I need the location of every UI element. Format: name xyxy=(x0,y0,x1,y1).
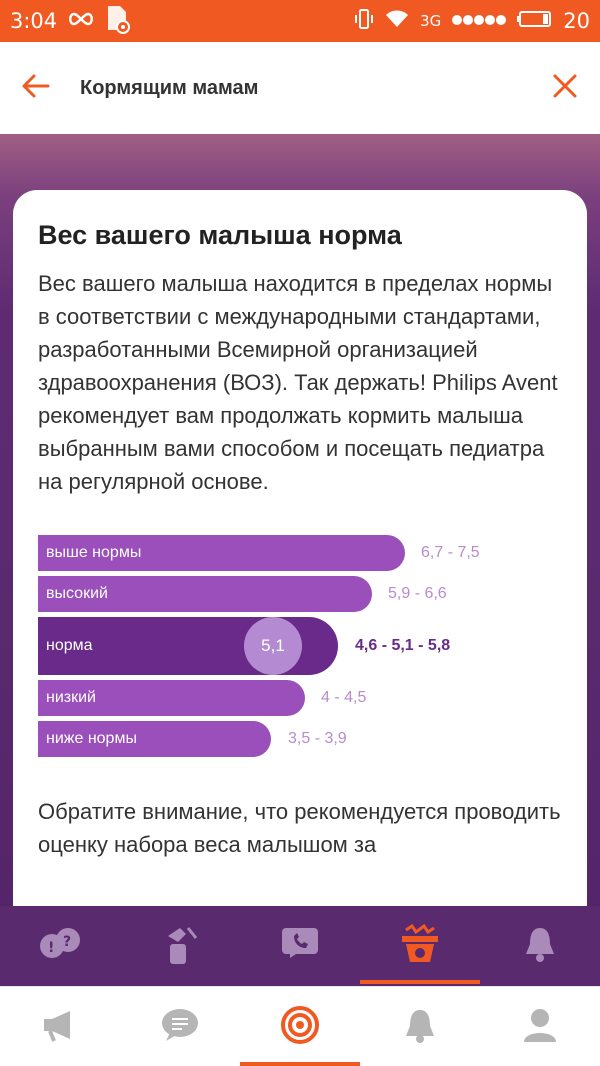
scale-bar: высокий xyxy=(38,576,372,612)
status-time: 3:04 xyxy=(10,9,58,33)
tab-weight[interactable] xyxy=(360,906,480,986)
weight-scale: выше нормы 6,7 - 7,5 высокий 5,9 - 6,6 н… xyxy=(38,535,562,757)
app-bar: Кормящим мамам xyxy=(0,42,600,134)
card-note-text: Обратите внимание, что рекомендуется про… xyxy=(38,799,561,857)
scale-bar-label: низкий xyxy=(46,689,96,706)
scale-bar-label: ниже нормы xyxy=(46,730,137,747)
profile-icon xyxy=(522,1006,558,1048)
scale-row-above-normal: выше нормы 6,7 - 7,5 xyxy=(38,535,562,571)
tab-support[interactable] xyxy=(240,906,360,986)
megaphone-icon xyxy=(40,1007,80,1047)
signal-icon xyxy=(451,12,507,30)
call-support-icon xyxy=(278,924,322,968)
nav-chat[interactable] xyxy=(120,987,240,1066)
scale-range: 3,5 - 3,9 xyxy=(288,730,347,747)
scale-bar-label: выше нормы xyxy=(46,544,142,561)
scale-range: 4 - 4,5 xyxy=(321,689,367,706)
close-icon[interactable] xyxy=(552,73,578,103)
nav-news[interactable] xyxy=(0,987,120,1066)
weight-scale-icon xyxy=(398,923,442,968)
scale-range: 5,9 - 6,6 xyxy=(388,585,447,602)
scale-bar: выше нормы xyxy=(38,535,405,571)
tab-faq[interactable]: !? xyxy=(0,906,120,986)
sim-settings-icon xyxy=(105,4,131,38)
scale-bar: низкий xyxy=(38,680,305,716)
notification-bell-icon xyxy=(403,1006,437,1048)
scale-range: 6,7 - 7,5 xyxy=(421,544,480,561)
battery-icon xyxy=(517,10,553,32)
status-bar: 3:04 3G 20 xyxy=(0,0,600,42)
scale-row-below-normal: ниже нормы 3,5 - 3,9 xyxy=(38,721,562,757)
bottom-nav xyxy=(0,986,600,1066)
scale-row-high: высокий 5,9 - 6,6 xyxy=(38,576,562,612)
tab-pump[interactable] xyxy=(120,906,240,986)
nav-profile[interactable] xyxy=(480,987,600,1066)
scale-row-normal: норма 5,1 4,6 - 5,1 - 5,8 xyxy=(38,617,562,675)
back-arrow-icon[interactable] xyxy=(22,74,50,102)
scale-bar: ниже нормы xyxy=(38,721,271,757)
card-body-text: Вес вашего малыша находится в пределах н… xyxy=(38,271,558,494)
scale-bar-label: норма xyxy=(46,637,93,654)
chat-icon xyxy=(160,1007,200,1047)
vibrate-icon xyxy=(354,8,374,34)
page-title: Кормящим мамам xyxy=(80,76,259,99)
bell-icon xyxy=(522,924,558,968)
scale-bar-label: высокий xyxy=(46,585,108,602)
result-card: Вес вашего малыша норма Вес вашего малыш… xyxy=(13,190,587,906)
svg-text:?: ? xyxy=(63,934,71,950)
svg-text:!: ! xyxy=(48,940,54,956)
card-title: Вес вашего малыша норма xyxy=(38,220,402,250)
scale-range: 4,6 - 5,1 - 5,8 xyxy=(355,637,451,654)
nav-target[interactable] xyxy=(240,987,360,1066)
breast-pump-icon xyxy=(160,922,200,970)
infinity-icon xyxy=(67,11,95,31)
section-tabs: !? xyxy=(0,906,600,986)
current-weight-marker: 5,1 xyxy=(244,617,302,675)
target-icon xyxy=(280,1005,320,1049)
wifi-icon xyxy=(384,9,410,33)
battery-level: 20 xyxy=(563,9,590,33)
tab-alerts[interactable] xyxy=(480,906,600,986)
nav-notifications[interactable] xyxy=(360,987,480,1066)
faq-icon: !? xyxy=(36,924,84,968)
scale-row-low: низкий 4 - 4,5 xyxy=(38,680,562,716)
network-type: 3G xyxy=(420,12,442,30)
